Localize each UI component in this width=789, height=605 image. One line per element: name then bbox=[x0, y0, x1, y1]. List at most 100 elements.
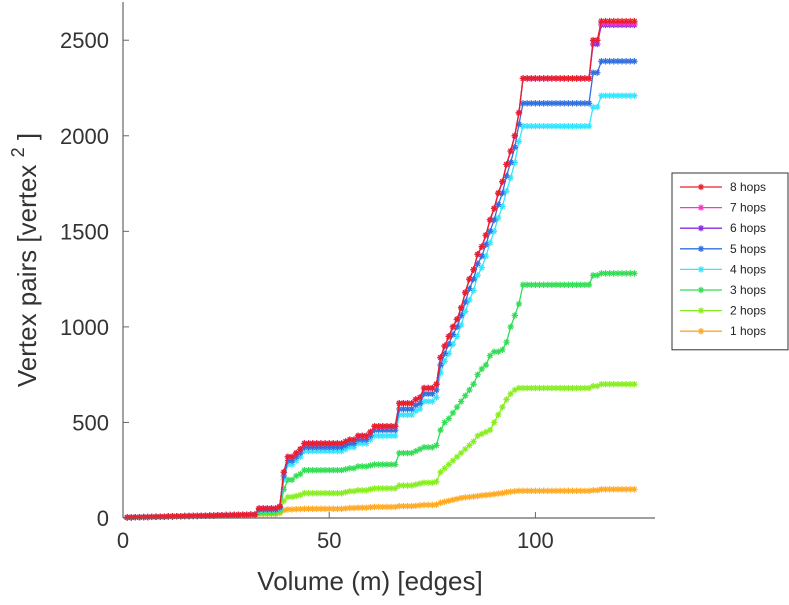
data-point bbox=[313, 467, 321, 474]
data-point bbox=[375, 423, 382, 430]
series-line bbox=[127, 94, 635, 519]
data-point bbox=[614, 17, 622, 25]
data-point bbox=[202, 512, 209, 519]
data-point bbox=[503, 161, 510, 168]
data-point bbox=[420, 398, 428, 405]
data-point bbox=[478, 243, 485, 250]
data-point bbox=[519, 487, 527, 495]
data-point bbox=[396, 400, 403, 407]
data-point bbox=[342, 442, 349, 449]
data-point bbox=[577, 100, 584, 107]
data-point bbox=[313, 489, 321, 497]
legend-entry: 4 hops bbox=[680, 262, 766, 276]
data-point bbox=[528, 281, 535, 289]
legend-marker bbox=[697, 204, 705, 211]
legend: 8 hops 7 hops 6 hops 5 hops 4 hops 3 hops 2 ho… bbox=[671, 172, 789, 351]
legend-marker bbox=[697, 225, 705, 232]
data-point bbox=[408, 482, 415, 489]
data-point bbox=[470, 493, 477, 500]
data-point bbox=[391, 426, 399, 434]
data-point bbox=[602, 381, 609, 388]
data-point bbox=[424, 479, 432, 486]
data-point bbox=[462, 494, 469, 501]
data-point bbox=[482, 491, 490, 499]
data-point bbox=[309, 444, 316, 451]
data-point bbox=[412, 481, 420, 488]
data-point bbox=[177, 513, 184, 520]
data-point bbox=[387, 503, 395, 511]
data-point bbox=[528, 100, 535, 107]
data-point bbox=[309, 440, 316, 447]
data-point bbox=[507, 390, 514, 397]
data-point bbox=[478, 492, 485, 499]
data-point bbox=[610, 270, 617, 277]
data-point bbox=[519, 75, 527, 82]
data-point bbox=[321, 444, 329, 451]
data-point bbox=[589, 37, 597, 44]
data-point bbox=[536, 75, 543, 82]
data-point bbox=[354, 504, 362, 511]
data-point bbox=[594, 487, 601, 494]
data-point bbox=[569, 487, 576, 495]
data-point bbox=[367, 432, 374, 440]
data-point bbox=[569, 281, 576, 289]
data-point bbox=[486, 216, 494, 224]
data-point bbox=[581, 100, 589, 107]
legend-label: 3 hops bbox=[730, 283, 766, 297]
data-point bbox=[462, 446, 469, 453]
data-point bbox=[371, 503, 378, 511]
x-axis-label: Volume (m) [edges] bbox=[257, 566, 482, 596]
data-point bbox=[309, 467, 316, 474]
data-point bbox=[478, 365, 485, 373]
data-point bbox=[627, 270, 634, 277]
series-line bbox=[127, 383, 635, 519]
data-point bbox=[511, 312, 518, 319]
data-point bbox=[433, 501, 440, 508]
data-point bbox=[334, 467, 341, 474]
data-point bbox=[136, 514, 143, 521]
plot-area bbox=[123, 17, 638, 521]
data-point bbox=[251, 511, 259, 518]
data-point bbox=[556, 384, 564, 392]
data-point bbox=[552, 123, 560, 130]
data-point bbox=[552, 100, 560, 107]
data-point bbox=[350, 436, 358, 443]
data-point bbox=[589, 382, 597, 390]
data-point bbox=[552, 384, 560, 392]
data-point bbox=[367, 462, 374, 469]
data-point bbox=[511, 488, 518, 495]
data-point bbox=[309, 505, 316, 513]
series-8-hops bbox=[123, 17, 638, 521]
data-point bbox=[511, 132, 518, 139]
data-point bbox=[391, 485, 399, 492]
data-point bbox=[466, 296, 473, 304]
data-point bbox=[284, 476, 292, 483]
data-point bbox=[503, 489, 510, 496]
legend-label: 6 hops bbox=[730, 221, 766, 235]
data-point bbox=[280, 497, 288, 504]
data-point bbox=[532, 384, 539, 392]
data-point bbox=[573, 281, 580, 289]
data-point bbox=[301, 440, 308, 447]
series-7-hops bbox=[123, 19, 638, 521]
legend-entry: 7 hops bbox=[680, 201, 766, 215]
legend-marker bbox=[697, 245, 705, 252]
data-point bbox=[346, 504, 354, 512]
data-point bbox=[276, 503, 283, 510]
data-point bbox=[552, 281, 560, 289]
data-point bbox=[453, 333, 461, 340]
data-point bbox=[396, 502, 403, 510]
data-point bbox=[416, 405, 424, 413]
data-point bbox=[424, 501, 432, 509]
data-point bbox=[437, 361, 444, 369]
data-point bbox=[602, 270, 609, 277]
data-point bbox=[482, 231, 490, 239]
data-point bbox=[297, 491, 304, 499]
data-point bbox=[474, 260, 481, 268]
data-point bbox=[556, 281, 564, 289]
data-point bbox=[577, 384, 584, 392]
data-point bbox=[449, 331, 457, 338]
data-point bbox=[618, 486, 626, 493]
data-point bbox=[363, 504, 370, 511]
data-point bbox=[449, 323, 457, 331]
